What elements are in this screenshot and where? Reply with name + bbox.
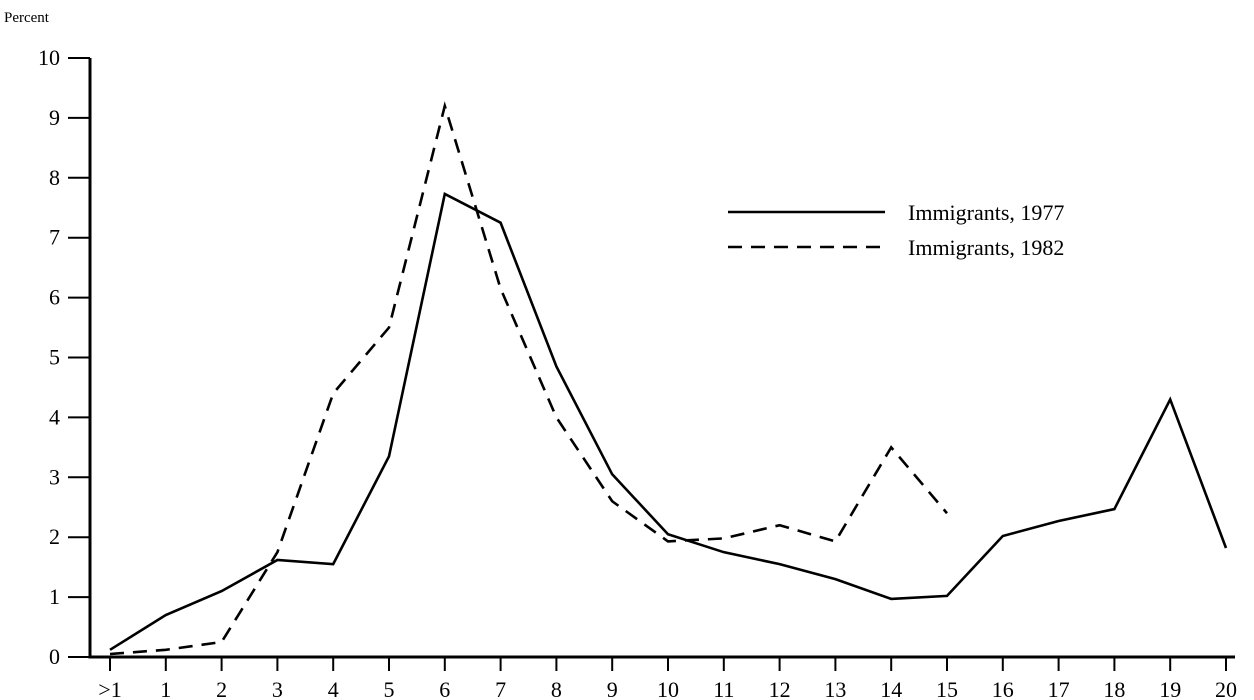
x-tick-label: 17: [1048, 677, 1070, 700]
x-tick-label: 9: [607, 677, 618, 700]
x-tick-label: 18: [1103, 677, 1125, 700]
x-tick-label: 14: [880, 677, 902, 700]
x-tick-label: 15: [936, 677, 958, 700]
series-line-1: [109, 192, 1228, 651]
y-tick-label: 5: [49, 345, 60, 370]
series-lines: [109, 101, 1228, 656]
y-tick-label: 2: [49, 524, 60, 549]
legend-label-1: Immigrants, 1977: [908, 200, 1064, 225]
y-tick-label: 0: [49, 644, 60, 669]
x-tick-label: 4: [328, 677, 339, 700]
y-tick-label: 6: [49, 285, 60, 310]
x-tick-label: 2: [216, 677, 227, 700]
series-line-2: [109, 101, 948, 656]
x-tick-label: 10: [657, 677, 679, 700]
x-tick-label: 5: [384, 677, 395, 700]
x-tick-label: 19: [1159, 677, 1181, 700]
y-tick-label: 3: [49, 464, 60, 489]
y-tick-label: 9: [49, 105, 60, 130]
legend-label-2: Immigrants, 1982: [908, 235, 1064, 260]
x-tick-label: 6: [439, 677, 450, 700]
x-tick-label: 12: [769, 677, 791, 700]
y-tick-label: 7: [49, 225, 60, 250]
y-tick-label: 1: [49, 584, 60, 609]
y-tick-label: 8: [49, 165, 60, 190]
x-tick-label: 20: [1215, 677, 1237, 700]
legend: Immigrants, 1977 Immigrants, 1982: [728, 200, 1064, 260]
x-tick-label: 16: [992, 677, 1014, 700]
x-tick-label: 8: [551, 677, 562, 700]
x-tick-label: >1: [98, 677, 121, 700]
y-tick-label: 10: [38, 45, 60, 70]
x-tick-label: 11: [713, 677, 734, 700]
x-tick-label: 3: [272, 677, 283, 700]
y-axis-label: Percent: [4, 10, 50, 26]
x-tick-label: 7: [495, 677, 506, 700]
x-tick-label: 1: [160, 677, 171, 700]
x-tick-label: 13: [824, 677, 846, 700]
y-tick-label: 4: [49, 404, 60, 429]
